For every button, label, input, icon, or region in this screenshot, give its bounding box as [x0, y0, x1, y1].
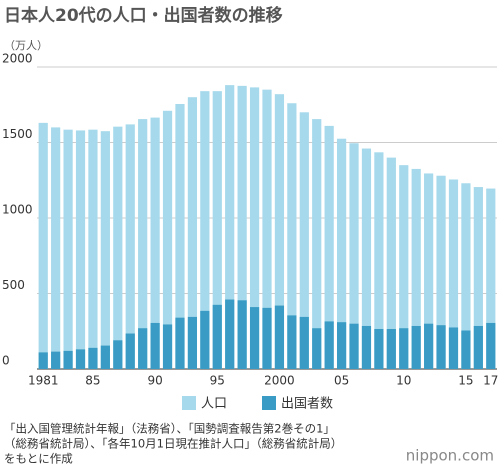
bar [187, 316, 198, 369]
y-tick-label: 1000 [2, 203, 33, 217]
bar [88, 347, 98, 369]
bar [125, 333, 135, 369]
legend-label: 人口 [201, 397, 227, 412]
bar [162, 110, 173, 369]
bar [212, 304, 222, 369]
bar [287, 315, 297, 369]
bar [200, 91, 210, 369]
bar [399, 328, 409, 369]
bar [486, 322, 496, 369]
bar [113, 126, 123, 370]
y-tick-label: 500 [2, 278, 25, 292]
bar [299, 316, 309, 369]
bar [138, 328, 148, 369]
bar [113, 340, 123, 369]
bar [262, 307, 272, 369]
bar [411, 325, 421, 369]
bar [312, 328, 322, 369]
bar [349, 323, 359, 369]
bar [448, 179, 459, 369]
bar [225, 85, 235, 370]
bar [138, 119, 148, 369]
bar [274, 305, 285, 369]
legend-swatch [262, 396, 276, 410]
bar [299, 112, 309, 370]
bar [287, 103, 297, 370]
y-tick-label: 1500 [2, 127, 33, 141]
bar [336, 138, 347, 369]
x-tick-label: 15 [458, 374, 473, 388]
bar [473, 187, 483, 369]
bar [411, 168, 421, 369]
bar [424, 173, 434, 369]
bar [175, 317, 185, 369]
bar [461, 330, 471, 369]
bar [312, 119, 322, 369]
x-tick-label: 90 [147, 374, 162, 388]
y-tick-label: 2000 [2, 52, 33, 66]
bar [187, 97, 198, 369]
x-tick-label: 10 [396, 374, 411, 388]
x-tick-label: 1981 [28, 374, 59, 388]
bar [436, 175, 446, 369]
x-tick-label: 95 [210, 374, 225, 388]
bar [162, 324, 173, 369]
bar [424, 323, 434, 369]
bar [63, 350, 73, 369]
bar [361, 148, 372, 369]
bar [324, 125, 334, 369]
x-tick-label: 05 [334, 374, 349, 388]
bar [374, 328, 384, 369]
source: （総務省統計局）、「各年10月1日現在推計人口」（総務省統計局） [4, 437, 342, 451]
source: をもとに作成 [4, 452, 73, 466]
bar [249, 87, 260, 369]
bar [448, 327, 459, 369]
bar [51, 351, 61, 369]
y-tick-label: 0 [2, 354, 10, 368]
chart-title: 日本人20代の人口・出国者数の推移 [4, 5, 283, 26]
bar [237, 300, 247, 369]
bar [262, 89, 272, 370]
bar [100, 131, 110, 369]
bar [75, 130, 86, 369]
bar [125, 124, 135, 369]
bar [361, 325, 372, 369]
bar [175, 103, 185, 370]
bar [225, 299, 235, 369]
y-axis-label: （万人） [4, 39, 48, 52]
bar [486, 188, 496, 369]
bar [150, 322, 160, 369]
bar [461, 183, 471, 369]
bar [386, 328, 396, 369]
x-tick-label: 85 [85, 374, 100, 388]
bar [374, 152, 384, 369]
bar [212, 91, 222, 369]
legend-label: 出国者数 [281, 397, 333, 412]
bar [274, 94, 285, 370]
bar [63, 129, 73, 369]
bar [386, 157, 396, 369]
bar [324, 321, 334, 369]
bar [100, 345, 110, 369]
bar [436, 325, 446, 369]
bar [38, 122, 48, 370]
bar [399, 165, 409, 369]
legend-swatch [182, 396, 196, 410]
x-tick-label: 2000 [264, 374, 295, 388]
logo: nippon.com [406, 447, 494, 465]
bar [200, 310, 210, 369]
x-tick-label: 17 [483, 374, 498, 388]
bar [51, 127, 61, 370]
bar [473, 325, 483, 369]
bar [150, 117, 160, 370]
bar [38, 352, 48, 369]
bar [336, 322, 347, 369]
bar [249, 307, 260, 369]
bar [237, 85, 247, 369]
bar [349, 143, 359, 369]
source: 「出入国管理統計年報」（法務省）、「国勢調査報告第2巻その1」 [4, 422, 335, 436]
bar [75, 349, 86, 369]
bar [88, 129, 98, 369]
